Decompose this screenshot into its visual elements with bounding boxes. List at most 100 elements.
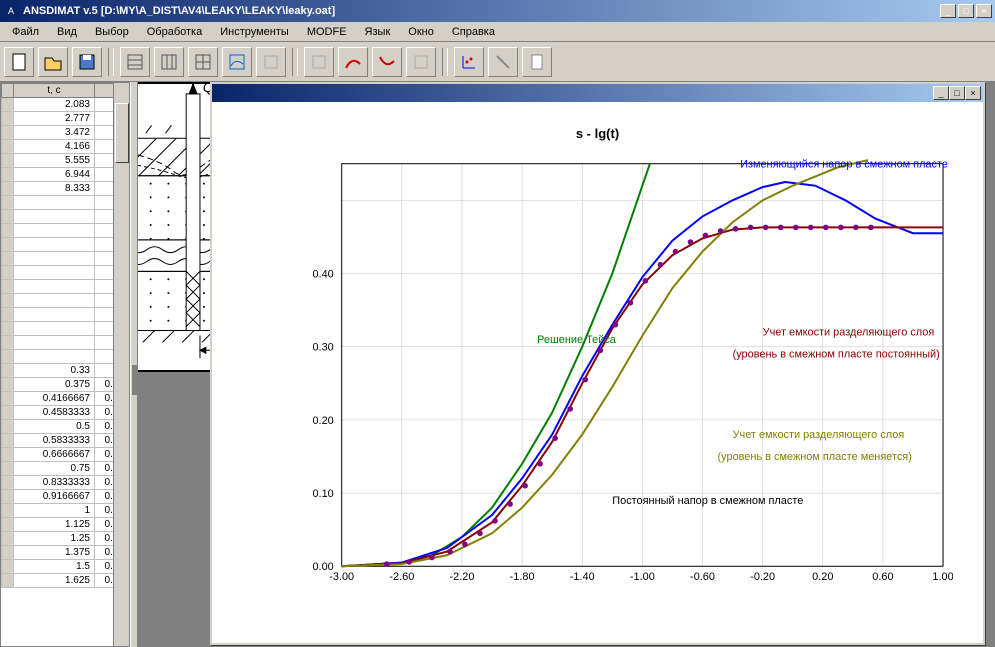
table-row[interactable] xyxy=(2,350,129,364)
table-row[interactable]: 0.91666670.74 xyxy=(2,490,129,504)
table-row[interactable]: 1.250.74 xyxy=(2,532,129,546)
table-row[interactable]: 6.944 xyxy=(2,168,129,182)
chart-area: s - lg(t) -3.00-2.60-2.20-1.80-1.40-1.00… xyxy=(212,102,983,643)
close-button[interactable]: × xyxy=(976,4,992,18)
table-row[interactable] xyxy=(2,238,129,252)
table-row[interactable] xyxy=(2,280,129,294)
table-row[interactable]: 10.74 xyxy=(2,504,129,518)
svg-text:Изменяющийся напор в смежном п: Изменяющийся напор в смежном пласте xyxy=(740,158,948,170)
toolbar-open-file-button[interactable] xyxy=(38,47,68,77)
table-row[interactable] xyxy=(2,196,129,210)
col1-header[interactable]: t, с xyxy=(14,84,95,98)
plot-axes-icon xyxy=(459,52,479,72)
chart-minimize-button[interactable]: _ xyxy=(933,86,949,100)
menu-файл[interactable]: Файл xyxy=(4,24,47,40)
menu-язык[interactable]: Язык xyxy=(357,24,399,40)
table-row[interactable]: 5.555 xyxy=(2,154,129,168)
toolbar-chart-fit-button[interactable] xyxy=(222,47,252,77)
blank2-icon xyxy=(309,52,329,72)
window-title: ANSDIMAT v.5 [D:\MY\A_DIST\AV4\LEAKY\LEA… xyxy=(23,5,940,17)
toolbar-curve-down-button[interactable] xyxy=(372,47,402,77)
menu-окно[interactable]: Окно xyxy=(400,24,442,40)
menu-обработка[interactable]: Обработка xyxy=(139,24,210,40)
svg-text:-2.60: -2.60 xyxy=(389,571,414,583)
svg-text:Решение Тейса: Решение Тейса xyxy=(537,334,617,346)
titlebar: A ANSDIMAT v.5 [D:\MY\A_DIST\AV4\LEAKY\L… xyxy=(0,0,995,22)
menu-выбор[interactable]: Выбор xyxy=(87,24,137,40)
table-row[interactable]: 0.3750.73 xyxy=(2,378,129,392)
grid2-icon xyxy=(159,52,179,72)
toolbar-grid3-button[interactable] xyxy=(188,47,218,77)
table-row[interactable]: 0.45833330.73 xyxy=(2,406,129,420)
menubar: ФайлВидВыборОбработкаИнструментыMODFEЯзы… xyxy=(0,22,995,42)
toolbar-grid2-button[interactable] xyxy=(154,47,184,77)
row-header xyxy=(2,84,14,98)
table-row[interactable] xyxy=(2,252,129,266)
toolbar-doc-button[interactable] xyxy=(522,47,552,77)
chart-maximize-button[interactable]: □ xyxy=(949,86,965,100)
svg-text:0.40: 0.40 xyxy=(312,268,333,280)
toolbar-new-file-button[interactable] xyxy=(4,47,34,77)
toolbar-plot-axes-button[interactable] xyxy=(454,47,484,77)
toolbar-blank3-button[interactable] xyxy=(406,47,436,77)
table-row[interactable] xyxy=(2,266,129,280)
minimize-button[interactable]: _ xyxy=(940,4,956,18)
menu-вид[interactable]: Вид xyxy=(49,24,85,40)
menu-modfe[interactable]: MODFE xyxy=(299,24,355,40)
table-row[interactable] xyxy=(2,224,129,238)
table-row[interactable]: 0.750.74 xyxy=(2,462,129,476)
table-row[interactable]: 0.83333330.74 xyxy=(2,476,129,490)
table-row[interactable]: 0.41666670.73 xyxy=(2,392,129,406)
table-row[interactable]: 8.333 xyxy=(2,182,129,196)
svg-text:-2.20: -2.20 xyxy=(450,571,475,583)
table-row[interactable] xyxy=(2,308,129,322)
table-row[interactable]: 0.66666670.74 xyxy=(2,448,129,462)
new-file-icon xyxy=(9,52,29,72)
table-row[interactable]: 1.1250.74 xyxy=(2,518,129,532)
svg-text:1.00: 1.00 xyxy=(932,571,953,583)
svg-text:-1.40: -1.40 xyxy=(570,571,595,583)
table-row[interactable]: 0.33 xyxy=(2,364,129,378)
svg-text:0.00: 0.00 xyxy=(312,561,333,573)
toolbar-blank2-button[interactable] xyxy=(304,47,334,77)
toolbar-grid1-button[interactable] xyxy=(120,47,150,77)
chart-window: _ □ × s - lg(t) -3.00-2.60-2.20-1.80-1.4… xyxy=(210,82,985,645)
table-row[interactable] xyxy=(2,294,129,308)
table-row[interactable]: 1.3750.74 xyxy=(2,546,129,560)
table-row[interactable] xyxy=(2,210,129,224)
chart-close-button[interactable]: × xyxy=(965,86,981,100)
svg-text:0.20: 0.20 xyxy=(812,571,833,583)
table-row[interactable] xyxy=(2,336,129,350)
table-row[interactable]: 3.472 xyxy=(2,126,129,140)
menu-справка[interactable]: Справка xyxy=(444,24,503,40)
table-row[interactable]: 0.50.74 xyxy=(2,420,129,434)
scrollbar-thumb[interactable] xyxy=(115,103,129,163)
table-row[interactable]: 0.58333330.74 xyxy=(2,434,129,448)
blank3-icon xyxy=(411,52,431,72)
table-row[interactable]: 2.777 xyxy=(2,112,129,126)
toolbar-line-down-button[interactable] xyxy=(488,47,518,77)
table-row[interactable]: 1.50.74 xyxy=(2,560,129,574)
menu-инструменты[interactable]: Инструменты xyxy=(212,24,297,40)
toolbar-save-file-button[interactable] xyxy=(72,47,102,77)
table-scrollbar[interactable] xyxy=(113,83,129,646)
svg-text:Учет емкости разделяющего слоя: Учет емкости разделяющего слоя xyxy=(763,327,935,339)
svg-text:-1.80: -1.80 xyxy=(510,571,535,583)
data-table-panel: t, с 2.0832.7773.4724.1665.5556.9448.333… xyxy=(0,82,130,647)
toolbar-curve-red-button[interactable] xyxy=(338,47,368,77)
splitter[interactable] xyxy=(130,82,138,647)
window-controls: _ □ × xyxy=(940,4,992,18)
table-row[interactable] xyxy=(2,322,129,336)
svg-text:-0.60: -0.60 xyxy=(690,571,715,583)
table-row[interactable]: 4.166 xyxy=(2,140,129,154)
svg-text:-0.20: -0.20 xyxy=(750,571,775,583)
chart-title: s - lg(t) xyxy=(576,126,619,141)
svg-text:0.10: 0.10 xyxy=(312,488,333,500)
grid3-icon xyxy=(193,52,213,72)
toolbar-blank1-button[interactable] xyxy=(256,47,286,77)
doc-icon xyxy=(527,52,547,72)
table-row[interactable]: 1.6250.74 xyxy=(2,574,129,588)
table-row[interactable]: 2.083 xyxy=(2,98,129,112)
svg-text:Учет емкости разделяющего слоя: Учет емкости разделяющего слоя xyxy=(733,429,905,441)
maximize-button[interactable]: □ xyxy=(958,4,974,18)
